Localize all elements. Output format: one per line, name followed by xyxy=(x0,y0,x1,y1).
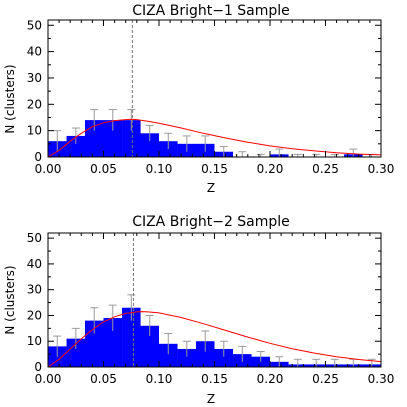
histogram-bar xyxy=(66,135,86,157)
y-tick-label: 30 xyxy=(27,71,42,85)
y-tick-label: 0 xyxy=(34,150,42,164)
y-tick-label: 50 xyxy=(27,231,42,245)
histogram-bar xyxy=(103,120,123,157)
x-tick-label: 0.10 xyxy=(146,372,173,386)
x-tick-label: 0.25 xyxy=(312,372,339,386)
y-tick-label: 20 xyxy=(27,308,42,322)
panel-title: CIZA Bright−1 Sample xyxy=(132,3,290,19)
x-tick-label: 0.00 xyxy=(35,372,62,386)
panel-bright-2: CIZA Bright−2 Sample N (clusters) Z 0.00… xyxy=(3,214,394,406)
x-tick-label: 0.30 xyxy=(368,162,395,176)
y-tick-label: 10 xyxy=(27,334,42,348)
y-tick-label: 40 xyxy=(27,45,42,59)
x-tick-label: 0.00 xyxy=(35,162,62,176)
x-tick-label: 0.20 xyxy=(257,162,284,176)
x-tick-label: 0.30 xyxy=(368,372,395,386)
x-tick-label: 0.20 xyxy=(257,372,284,386)
histogram-bar xyxy=(177,348,197,367)
x-tick-label: 0.25 xyxy=(312,162,339,176)
x-tick-label: 0.10 xyxy=(146,162,173,176)
model-curve xyxy=(47,311,382,368)
histogram-bar xyxy=(66,338,86,367)
x-tick-label: 0.15 xyxy=(201,372,228,386)
y-axis-label: N (clusters) xyxy=(3,265,17,334)
x-tick-label: 0.05 xyxy=(90,162,117,176)
x-tick-label: 0.15 xyxy=(201,162,228,176)
y-tick-label: 0 xyxy=(34,360,42,374)
histogram-bar xyxy=(159,343,178,367)
x-axis-label: Z xyxy=(207,392,215,406)
histogram-bar xyxy=(122,120,141,157)
y-tick-label: 40 xyxy=(27,257,42,271)
plot-area: 0.00 0.05 0.10 0.15 0.20 0.25 0.30 0 10 20 30 40 50 xyxy=(27,18,395,176)
histogram-bar xyxy=(140,325,159,367)
model-curve xyxy=(47,118,382,158)
histogram-bar xyxy=(103,318,123,367)
panel-title: CIZA Bright−2 Sample xyxy=(132,214,290,230)
plot-area: 0.00 0.05 0.10 0.15 0.20 0.25 0.30 0 10 20 30 40 50 xyxy=(27,231,395,386)
histogram-bar xyxy=(195,341,215,367)
y-tick-label: 20 xyxy=(27,97,42,111)
panel-bright-1: CIZA Bright−1 Sample N (clusters) Z 0.00… xyxy=(3,3,394,195)
y-tick-label: 50 xyxy=(27,18,42,32)
histogram-bar xyxy=(214,348,234,367)
x-tick-label: 0.05 xyxy=(90,372,117,386)
x-axis-label: Z xyxy=(207,181,215,195)
y-tick-label: 10 xyxy=(27,124,42,138)
y-tick-label: 30 xyxy=(27,283,42,297)
histogram-bar xyxy=(84,120,104,157)
y-axis-label: N (clusters) xyxy=(3,64,17,133)
histogram-bar xyxy=(122,307,141,367)
histogram-bar xyxy=(140,133,159,157)
